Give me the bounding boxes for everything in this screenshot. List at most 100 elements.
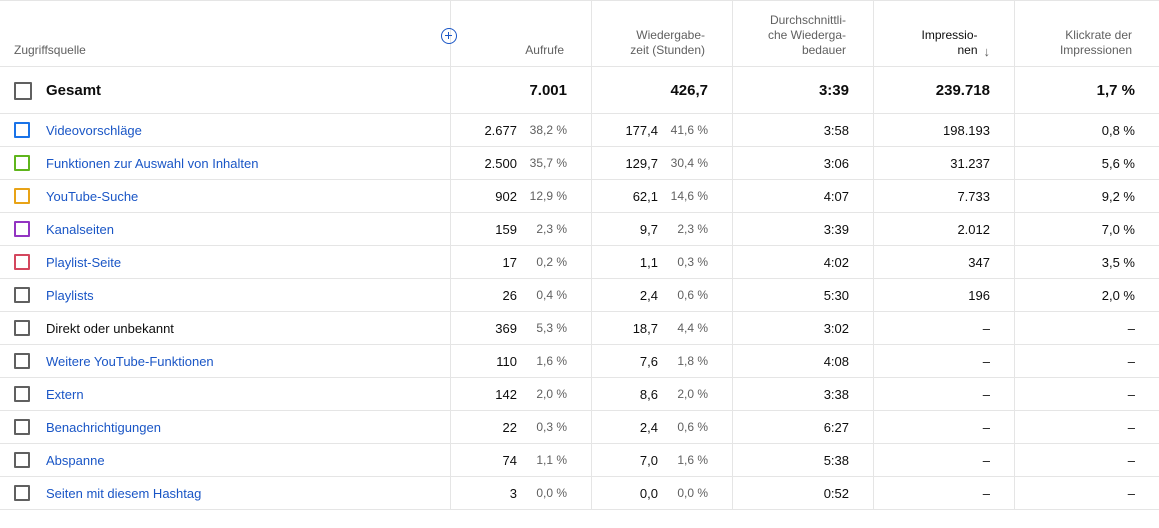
views-value: 74 bbox=[502, 452, 517, 468]
ctr-value: 0,8 % bbox=[1101, 122, 1135, 138]
avg-duration-value: 4:02 bbox=[823, 254, 849, 270]
table-row: Funktionen zur Auswahl von Inhalten 2.500… bbox=[0, 147, 1159, 180]
avg-duration-value: 5:30 bbox=[823, 287, 849, 303]
ctr-value: – bbox=[1127, 452, 1135, 468]
views-value: 159 bbox=[495, 221, 517, 237]
total-avg-duration: 3:39 bbox=[818, 81, 849, 99]
traffic-source-link[interactable]: Benachrichtigungen bbox=[46, 420, 161, 435]
table-row: Playlist-Seite 17 0,2 % 1,1 0,3 % 4:02 347 3,5 … bbox=[0, 246, 1159, 279]
views-percent: 1,1 % bbox=[536, 453, 567, 467]
traffic-source-link: Direkt oder unbekannt bbox=[46, 321, 174, 336]
watch-time-percent: 2,0 % bbox=[677, 387, 708, 401]
ctr-value: 7,0 % bbox=[1101, 221, 1135, 237]
watch-time-value: 177,4 bbox=[625, 122, 658, 138]
ctr-value: – bbox=[1127, 485, 1135, 501]
watch-time-percent: 41,6 % bbox=[670, 123, 708, 137]
traffic-source-link[interactable]: Kanalseiten bbox=[46, 222, 114, 237]
avg-duration-value: 4:08 bbox=[823, 353, 849, 369]
watch-time-value: 129,7 bbox=[625, 155, 658, 171]
traffic-source-link[interactable]: Weitere YouTube-Funktionen bbox=[46, 354, 214, 369]
avg-duration-value: 3:58 bbox=[823, 122, 849, 138]
traffic-source-link[interactable]: Extern bbox=[46, 387, 84, 402]
traffic-source-link[interactable]: Playlists bbox=[46, 288, 94, 303]
total-views: 7.001 bbox=[529, 81, 567, 99]
total-watch-time: 426,7 bbox=[670, 81, 708, 99]
row-checkbox[interactable] bbox=[14, 254, 30, 270]
header-avg-duration[interactable]: Durchschnittli- che Wiederga- bedauer bbox=[733, 1, 874, 66]
table-body: Videovorschläge 2.677 38,2 % 177,4 41,6 % 3:5… bbox=[0, 114, 1159, 510]
row-checkbox[interactable] bbox=[14, 485, 30, 501]
avg-duration-value: 6:27 bbox=[823, 419, 849, 435]
avg-duration-value: 3:02 bbox=[823, 320, 849, 336]
table-row: Seiten mit diesem Hashtag 3 0,0 % 0,0 0,0 % 0… bbox=[0, 477, 1159, 510]
traffic-source-link[interactable]: YouTube-Suche bbox=[46, 189, 139, 204]
row-checkbox[interactable] bbox=[14, 155, 30, 171]
traffic-source-link[interactable]: Abspanne bbox=[46, 453, 105, 468]
watch-time-percent: 2,3 % bbox=[677, 222, 708, 236]
watch-time-percent: 0,6 % bbox=[677, 420, 708, 434]
traffic-source-link[interactable]: Seiten mit diesem Hashtag bbox=[46, 486, 202, 501]
add-circle-icon[interactable] bbox=[441, 28, 457, 44]
avg-duration-value: 4:07 bbox=[823, 188, 849, 204]
views-value: 17 bbox=[502, 254, 517, 270]
views-percent: 35,7 % bbox=[529, 156, 567, 170]
header-views[interactable]: Aufrufe bbox=[451, 1, 592, 66]
total-checkbox[interactable] bbox=[14, 82, 32, 100]
views-percent: 12,9 % bbox=[529, 189, 567, 203]
header-avg-duration-label: Durchschnittli- che Wiederga- bedauer bbox=[767, 13, 846, 57]
views-percent: 0,3 % bbox=[536, 420, 567, 434]
impressions-value: – bbox=[982, 452, 990, 468]
row-checkbox[interactable] bbox=[14, 452, 30, 468]
ctr-value: – bbox=[1127, 353, 1135, 369]
table-row: Weitere YouTube-Funktionen 110 1,6 % 7,6 1,8… bbox=[0, 345, 1159, 378]
views-value: 902 bbox=[495, 188, 517, 204]
watch-time-value: 2,4 bbox=[639, 287, 658, 303]
header-ctr[interactable]: Klickrate der Impressionen bbox=[1015, 1, 1159, 66]
avg-duration-value: 3:39 bbox=[823, 221, 849, 237]
views-percent: 0,4 % bbox=[536, 288, 567, 302]
row-checkbox[interactable] bbox=[14, 188, 30, 204]
traffic-source-link[interactable]: Videovorschläge bbox=[46, 123, 142, 138]
table-row: Benachrichtigungen 22 0,3 % 2,4 0,6 % 6:27 – – bbox=[0, 411, 1159, 444]
row-checkbox[interactable] bbox=[14, 221, 30, 237]
arrow-down-icon: ↓ bbox=[983, 44, 991, 59]
header-impressions[interactable]: Impressio- nen ↓ bbox=[874, 1, 1015, 66]
views-value: 26 bbox=[502, 287, 517, 303]
impressions-value: – bbox=[982, 386, 990, 402]
total-impressions: 239.718 bbox=[935, 81, 990, 99]
watch-time-value: 0,0 bbox=[639, 485, 658, 501]
row-checkbox[interactable] bbox=[14, 386, 30, 402]
watch-time-value: 62,1 bbox=[632, 188, 658, 204]
watch-time-percent: 14,6 % bbox=[670, 189, 708, 203]
watch-time-value: 7,0 bbox=[639, 452, 658, 468]
header-watch-time-label: Wiedergabe- zeit (Stunden) bbox=[630, 28, 705, 57]
watch-time-value: 18,7 bbox=[632, 320, 658, 336]
views-percent: 2,3 % bbox=[536, 222, 567, 236]
row-checkbox[interactable] bbox=[14, 419, 30, 435]
views-percent: 2,0 % bbox=[536, 387, 567, 401]
impressions-value: 347 bbox=[968, 254, 990, 270]
header-ctr-label: Klickrate der Impressionen bbox=[1059, 28, 1132, 57]
traffic-source-link[interactable]: Playlist-Seite bbox=[46, 255, 122, 270]
views-percent: 0,0 % bbox=[536, 486, 567, 500]
row-checkbox[interactable] bbox=[14, 320, 30, 336]
watch-time-value: 7,6 bbox=[639, 353, 658, 369]
row-checkbox[interactable] bbox=[14, 122, 30, 138]
impressions-value: – bbox=[982, 320, 990, 336]
row-checkbox[interactable] bbox=[14, 353, 30, 369]
header-views-label: Aufrufe bbox=[525, 43, 564, 57]
watch-time-value: 2,4 bbox=[639, 419, 658, 435]
views-value: 22 bbox=[502, 419, 517, 435]
table-row: Extern 142 2,0 % 8,6 2,0 % 3:38 – – bbox=[0, 378, 1159, 411]
impressions-value: 7.733 bbox=[957, 188, 990, 204]
header-source-label: Zugriffsquelle bbox=[14, 43, 86, 57]
ctr-value: 3,5 % bbox=[1101, 254, 1135, 270]
avg-duration-value: 5:38 bbox=[823, 452, 849, 468]
header-watch-time[interactable]: Wiedergabe- zeit (Stunden) bbox=[592, 1, 733, 66]
views-value: 2.677 bbox=[484, 122, 517, 138]
traffic-source-link[interactable]: Funktionen zur Auswahl von Inhalten bbox=[46, 156, 259, 171]
impressions-value: 196 bbox=[968, 287, 990, 303]
header-impressions-label: Impressio- nen bbox=[921, 28, 978, 57]
table-header: Zugriffsquelle Aufrufe Wiedergabe- zeit … bbox=[0, 0, 1159, 67]
row-checkbox[interactable] bbox=[14, 287, 30, 303]
